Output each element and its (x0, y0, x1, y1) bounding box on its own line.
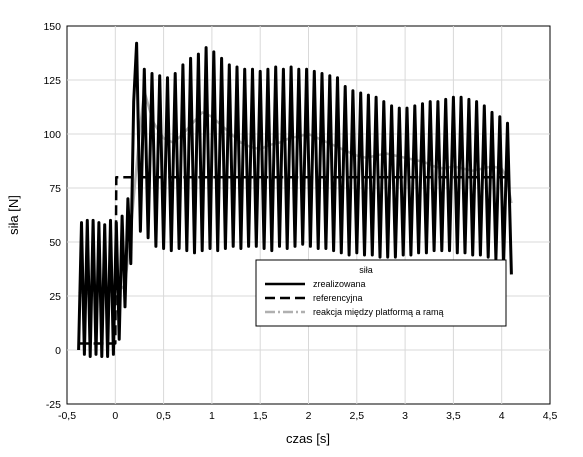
legend-label-referencyjna: referencyjna (313, 293, 363, 303)
legend-label-zrealizowana: zrealizowana (313, 279, 366, 289)
x-tick-label: 0 (112, 410, 118, 422)
x-tick-label: 4,5 (543, 410, 558, 422)
y-tick-label: 25 (49, 291, 61, 303)
y-tick-label: 100 (43, 129, 61, 141)
x-tick-label: 2,5 (349, 410, 364, 422)
legend-label-reakcja: reakcja między platformą a ramą (313, 307, 444, 317)
x-tick-label: 0,5 (156, 410, 171, 422)
y-axis-label: siła [N] (6, 195, 21, 235)
y-tick-label: -25 (46, 399, 61, 411)
x-tick-label: 3,5 (446, 410, 461, 422)
y-tick-label: 50 (49, 237, 61, 249)
y-tick-label: 150 (43, 21, 61, 33)
x-tick-label: 2 (306, 410, 312, 422)
y-tick-label: 0 (55, 345, 61, 357)
x-tick-label: 1,5 (253, 410, 268, 422)
y-tick-label: 75 (49, 183, 61, 195)
series-line-1 (78, 175, 512, 345)
x-tick-label: 3 (402, 410, 408, 422)
x-tick-label: 1 (209, 410, 215, 422)
series-line-0 (77, 41, 513, 358)
legend-box (255, 259, 507, 327)
x-axis-label: czas [s] (286, 431, 330, 446)
x-tick-label: 4 (499, 410, 505, 422)
tick-labels: -0,5 0 0,5 1 1,5 2 2,5 3 3,5 4 4,5 -25 0 25 50 75 100 125… (43, 21, 557, 422)
x-tick-label: -0,5 (58, 410, 76, 422)
legend-title: siła (359, 265, 373, 275)
legend: siła zrealizowana referencyjna reakcja m… (255, 259, 507, 327)
y-tick-label: 125 (43, 75, 61, 87)
series-layer (77, 41, 513, 358)
